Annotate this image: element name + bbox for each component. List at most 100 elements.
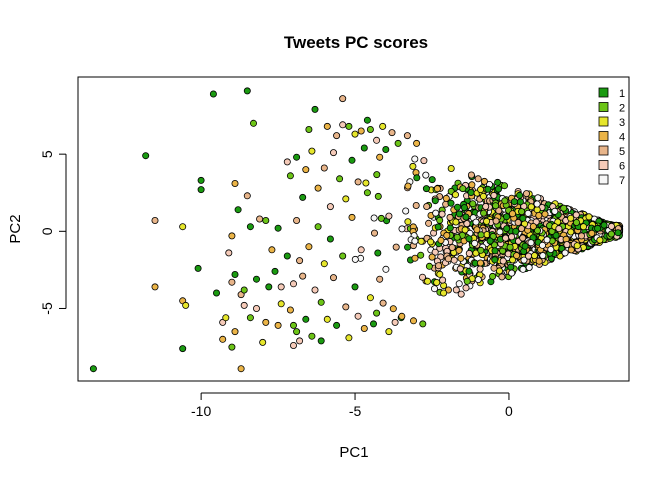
data-point (527, 239, 535, 247)
data-point (404, 182, 412, 190)
data-point (382, 265, 390, 273)
data-point (567, 214, 575, 222)
data-point (439, 276, 447, 284)
data-point (459, 185, 467, 193)
y-tick-label: 5 (39, 150, 55, 158)
data-point (329, 274, 337, 282)
data-point (482, 202, 490, 210)
data-point (477, 231, 485, 239)
data-point (524, 209, 532, 217)
data-point (551, 207, 559, 215)
data-point (501, 197, 509, 205)
data-point (274, 321, 282, 329)
data-point (455, 210, 463, 218)
data-point (265, 283, 273, 291)
data-point (525, 252, 533, 260)
data-point (345, 122, 353, 130)
data-point (385, 328, 393, 336)
data-point (533, 200, 541, 208)
data-point (179, 345, 187, 353)
data-point (492, 217, 500, 225)
data-point (424, 277, 432, 285)
data-point (323, 122, 331, 130)
data-point (345, 334, 353, 342)
data-point (339, 252, 347, 260)
data-point (567, 228, 575, 236)
data-point (237, 365, 245, 373)
data-point (519, 265, 527, 273)
data-point (409, 162, 417, 170)
data-point (411, 155, 419, 163)
data-point (293, 328, 301, 336)
data-point (463, 220, 471, 228)
data-point (457, 254, 465, 262)
data-point (514, 218, 522, 226)
data-point (374, 249, 382, 257)
data-point (476, 265, 484, 273)
data-point (320, 260, 328, 268)
data-point (404, 218, 412, 226)
data-point (373, 309, 381, 317)
data-point (256, 215, 264, 223)
legend-label: 7 (619, 175, 625, 187)
data-point (231, 179, 239, 187)
data-point (503, 225, 511, 233)
legend-label: 2 (619, 103, 625, 115)
legend-swatch (598, 87, 609, 98)
data-point (469, 200, 477, 208)
data-point (333, 321, 341, 329)
data-point (308, 147, 316, 155)
data-point (467, 171, 475, 179)
data-point (360, 144, 368, 152)
data-point (484, 185, 492, 193)
data-point (494, 178, 502, 186)
data-point (463, 277, 471, 285)
data-point (578, 232, 586, 240)
data-point (491, 256, 499, 264)
data-point (360, 324, 368, 332)
data-point (409, 317, 417, 325)
data-point (446, 213, 454, 221)
data-point (391, 318, 399, 326)
data-point (596, 236, 604, 244)
data-point (422, 185, 430, 193)
data-point (573, 242, 581, 250)
data-point (456, 265, 464, 273)
data-point (425, 219, 433, 227)
data-point (259, 338, 267, 346)
data-point (262, 216, 270, 224)
data-point (607, 230, 615, 238)
data-point (382, 145, 390, 153)
data-point (379, 299, 387, 307)
legend: 1 2 3 4 5 6 7 (598, 87, 625, 187)
data-point (376, 153, 384, 161)
data-point (436, 216, 444, 224)
data-point (419, 320, 427, 328)
data-point (413, 139, 421, 147)
data-point (271, 267, 279, 275)
legend-label: 3 (619, 117, 625, 129)
data-point (317, 298, 325, 306)
data-point (182, 301, 190, 309)
data-point (348, 213, 356, 221)
data-point (420, 157, 428, 165)
data-point (494, 185, 502, 193)
data-point (561, 249, 569, 257)
data-point (311, 286, 319, 294)
data-point (468, 181, 476, 189)
data-point (286, 306, 294, 314)
data-point (305, 126, 313, 134)
data-point (433, 278, 441, 286)
data-point (572, 211, 580, 219)
data-point (518, 225, 526, 233)
legend-swatch (598, 131, 609, 141)
data-point (438, 210, 446, 218)
data-point (293, 216, 301, 224)
data-point (354, 312, 362, 320)
data-point (502, 234, 510, 242)
data-point (600, 221, 608, 229)
data-point (418, 273, 426, 281)
data-point (555, 225, 563, 233)
data-point (243, 192, 251, 200)
data-point (442, 194, 450, 202)
